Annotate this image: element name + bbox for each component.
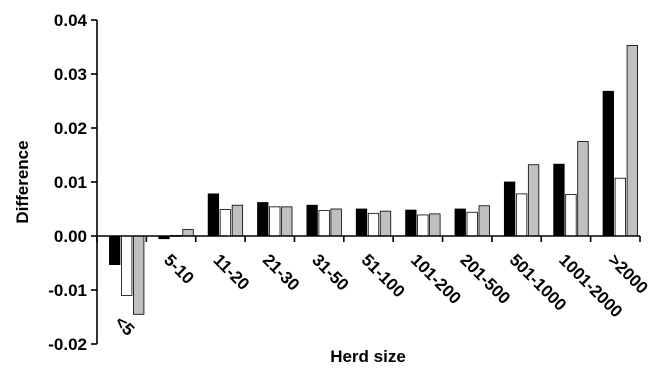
bars-layer bbox=[109, 44, 638, 315]
bar-series1-8 bbox=[503, 181, 516, 237]
x-tick-label-6: 101-200 bbox=[407, 250, 465, 308]
y-tick-label-3: 0.01 bbox=[54, 173, 87, 192]
bar-series1-4 bbox=[306, 204, 318, 237]
bar-series3-8 bbox=[527, 164, 540, 237]
x-tick-label-5: 51-100 bbox=[358, 250, 409, 301]
bar-series2-2 bbox=[219, 209, 232, 237]
bar-series3-2 bbox=[231, 204, 244, 237]
y-tick-label-5: 0.03 bbox=[54, 65, 87, 84]
x-tick-label-2: 11-20 bbox=[210, 250, 254, 294]
bar-series2-4 bbox=[318, 210, 330, 237]
y-tick-label-6: 0.04 bbox=[54, 11, 88, 30]
bar-series1-10 bbox=[602, 90, 614, 237]
bar-series2-8 bbox=[515, 193, 528, 237]
bar-series2-10 bbox=[614, 177, 626, 237]
bar-series3-3 bbox=[281, 206, 293, 237]
x-tick-label-0: <5 bbox=[111, 312, 138, 339]
bar-series3-5 bbox=[379, 210, 392, 237]
bar-series2-9 bbox=[565, 194, 577, 237]
bar-series3-7 bbox=[478, 205, 490, 237]
bar-series3-0 bbox=[133, 235, 145, 315]
bar-series2-7 bbox=[466, 211, 478, 237]
y-tick-label-4: 0.02 bbox=[54, 119, 87, 138]
bar-series3-1 bbox=[182, 229, 194, 237]
y-tick-label-1: -0.01 bbox=[48, 281, 87, 300]
x-tick-label-7: 201-500 bbox=[456, 250, 514, 308]
bar-series1-3 bbox=[257, 202, 269, 237]
x-axis-title: Herd size bbox=[330, 347, 406, 366]
y-axis-title: Difference bbox=[13, 140, 32, 223]
y-tick-label-2: 0.00 bbox=[54, 227, 87, 246]
bar-series1-2 bbox=[207, 193, 220, 237]
x-tick-label-10: >2000 bbox=[604, 250, 651, 297]
bar-series2-3 bbox=[269, 206, 281, 237]
x-tick-label-3: 21-30 bbox=[259, 250, 303, 294]
bar-series2-6 bbox=[417, 214, 429, 237]
bar-series1-5 bbox=[355, 208, 368, 237]
x-tick-label-1: 5-10 bbox=[160, 250, 197, 287]
bar-series3-4 bbox=[330, 208, 342, 237]
bar-series3-10 bbox=[626, 44, 638, 237]
bar-series1-6 bbox=[405, 209, 417, 237]
bar-series2-5 bbox=[367, 212, 380, 237]
bar-series1-7 bbox=[454, 208, 466, 237]
x-tick-label-4: 31-50 bbox=[308, 250, 352, 294]
y-tick-label-0: -0.02 bbox=[48, 335, 87, 354]
bar-series3-6 bbox=[429, 213, 441, 237]
axes-layer bbox=[91, 19, 641, 345]
bar-series3-9 bbox=[577, 141, 589, 237]
bar-series2-0 bbox=[121, 235, 133, 296]
bar-series1-9 bbox=[553, 163, 565, 237]
bar-series1-0 bbox=[109, 235, 121, 266]
